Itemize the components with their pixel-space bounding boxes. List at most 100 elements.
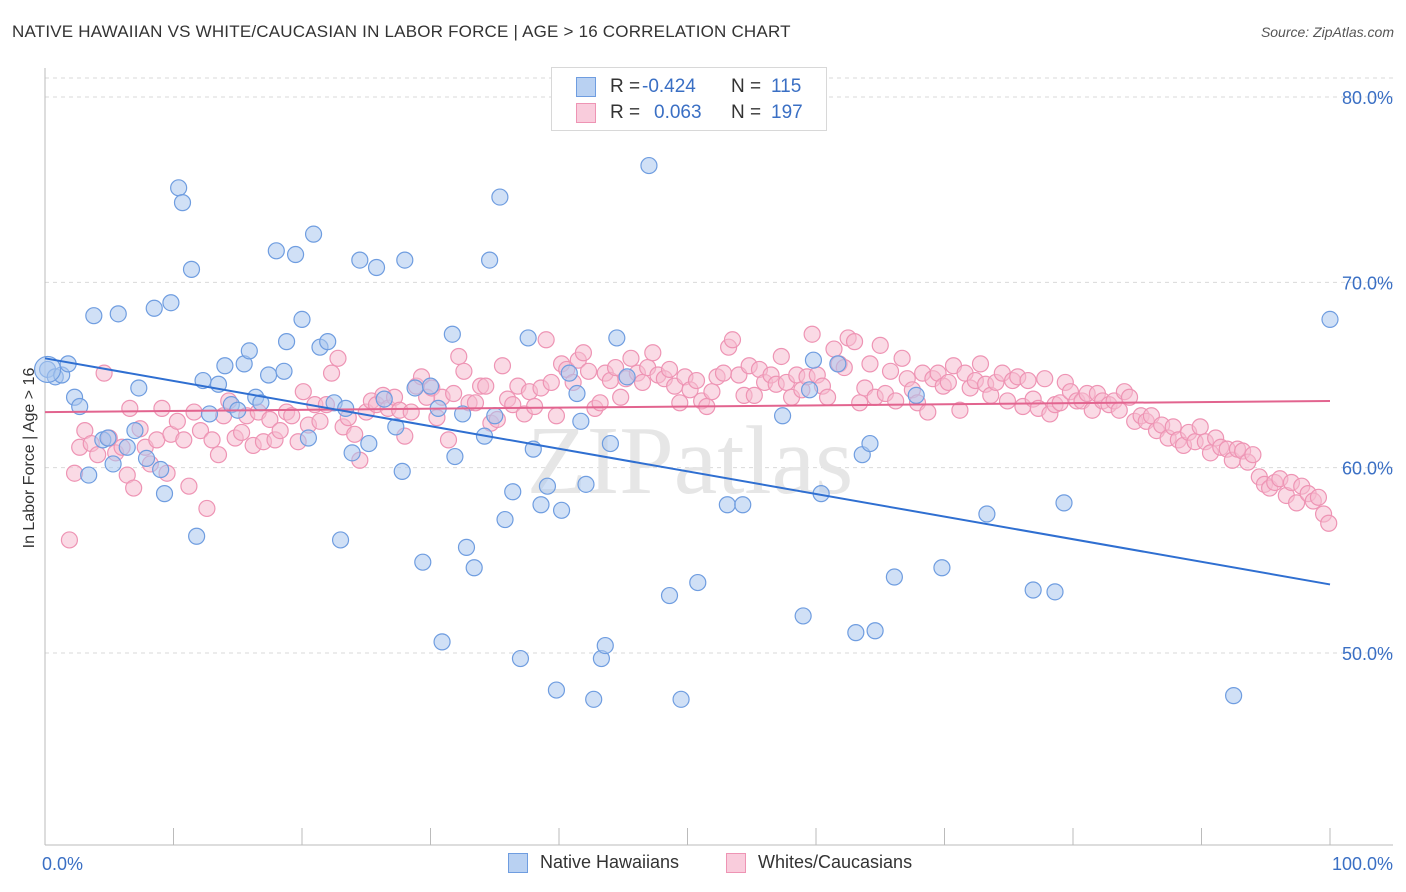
data-point	[203, 431, 221, 449]
data-point	[271, 422, 289, 440]
data-point	[579, 362, 598, 380]
data-point	[1024, 581, 1042, 599]
data-point	[1320, 514, 1338, 532]
data-point	[773, 407, 792, 425]
n-value: 197	[771, 102, 803, 123]
data-point	[547, 681, 566, 699]
data-point	[60, 531, 79, 549]
data-point	[871, 336, 889, 354]
data-point	[275, 362, 293, 380]
data-point	[718, 496, 736, 514]
data-point	[606, 358, 625, 377]
data-point	[1321, 310, 1339, 328]
data-point	[283, 407, 301, 425]
data-point	[585, 690, 603, 708]
source-note: Source: ZipAtlas.com	[1260, 24, 1394, 40]
n-label: N =	[731, 102, 762, 123]
data-point	[191, 422, 210, 440]
data-point-large	[33, 355, 62, 384]
data-point	[491, 188, 509, 206]
legend-swatch-blue	[576, 77, 596, 97]
data-point	[286, 245, 305, 264]
data-point	[337, 399, 355, 417]
data-point	[907, 386, 925, 404]
n-label: N =	[731, 76, 762, 97]
data-point	[825, 340, 843, 358]
legend-label: Whites/Caucasians	[758, 852, 913, 872]
data-point	[168, 412, 186, 430]
data-point	[293, 310, 311, 328]
data-point	[504, 483, 522, 501]
data-point	[745, 386, 763, 404]
data-point	[466, 394, 485, 412]
data-point	[893, 349, 911, 367]
data-point	[387, 418, 405, 436]
data-point	[433, 633, 451, 651]
data-point	[351, 251, 369, 269]
data-point	[331, 531, 350, 549]
data-point	[200, 405, 219, 423]
data-point	[439, 431, 458, 449]
data-point	[577, 475, 595, 493]
y-tick-label: 70.0%	[1342, 273, 1393, 293]
data-point	[537, 331, 555, 349]
data-point	[618, 368, 636, 386]
data-point	[1120, 388, 1139, 406]
data-point	[519, 329, 537, 347]
data-point	[454, 405, 472, 423]
data-point	[881, 362, 900, 380]
data-point	[299, 429, 318, 447]
data-point	[861, 355, 879, 373]
data-point	[542, 373, 560, 392]
data-point	[560, 364, 578, 382]
data-point	[162, 294, 180, 312]
legend-swatch-blue	[508, 853, 528, 873]
data-point	[703, 383, 721, 401]
data-point	[137, 449, 156, 467]
data-point	[261, 410, 279, 429]
data-point	[319, 333, 337, 351]
data-point	[818, 388, 837, 406]
data-point	[608, 329, 626, 347]
data-point	[155, 485, 174, 503]
data-point	[465, 559, 483, 577]
data-point	[180, 477, 198, 495]
data-point	[939, 373, 957, 392]
data-point	[421, 377, 440, 395]
chart-title: NATIVE HAWAIIAN VS WHITE/CAUCASIAN IN LA…	[12, 22, 791, 41]
data-point	[887, 392, 905, 410]
data-point	[885, 568, 903, 586]
data-point	[304, 225, 323, 243]
data-point	[1110, 401, 1128, 419]
n-value: 115	[771, 76, 802, 97]
data-point	[198, 499, 216, 518]
data-point	[804, 351, 823, 369]
data-point	[640, 156, 658, 175]
data-point	[671, 394, 689, 412]
data-point	[375, 390, 393, 408]
data-point	[803, 325, 821, 343]
data-point	[596, 636, 614, 655]
data-point	[1309, 488, 1328, 506]
data-point	[402, 403, 420, 421]
data-point	[612, 388, 630, 406]
data-point	[1019, 371, 1037, 390]
data-point	[152, 460, 170, 479]
data-point	[660, 586, 679, 605]
data-point	[346, 425, 364, 443]
data-point	[978, 505, 996, 523]
data-point	[933, 559, 951, 577]
data-point	[689, 573, 707, 592]
data-point	[118, 438, 136, 456]
data-point	[188, 527, 206, 545]
data-point	[446, 447, 464, 466]
data-point	[951, 401, 969, 419]
data-point	[109, 305, 127, 323]
legend-swatch-pink	[726, 853, 746, 873]
x-tick-label: 0.0%	[42, 854, 83, 874]
data-point	[259, 366, 278, 384]
data-point	[240, 342, 258, 360]
legend-swatch-pink	[576, 103, 596, 123]
data-point	[1055, 494, 1073, 512]
data-point	[644, 344, 662, 362]
